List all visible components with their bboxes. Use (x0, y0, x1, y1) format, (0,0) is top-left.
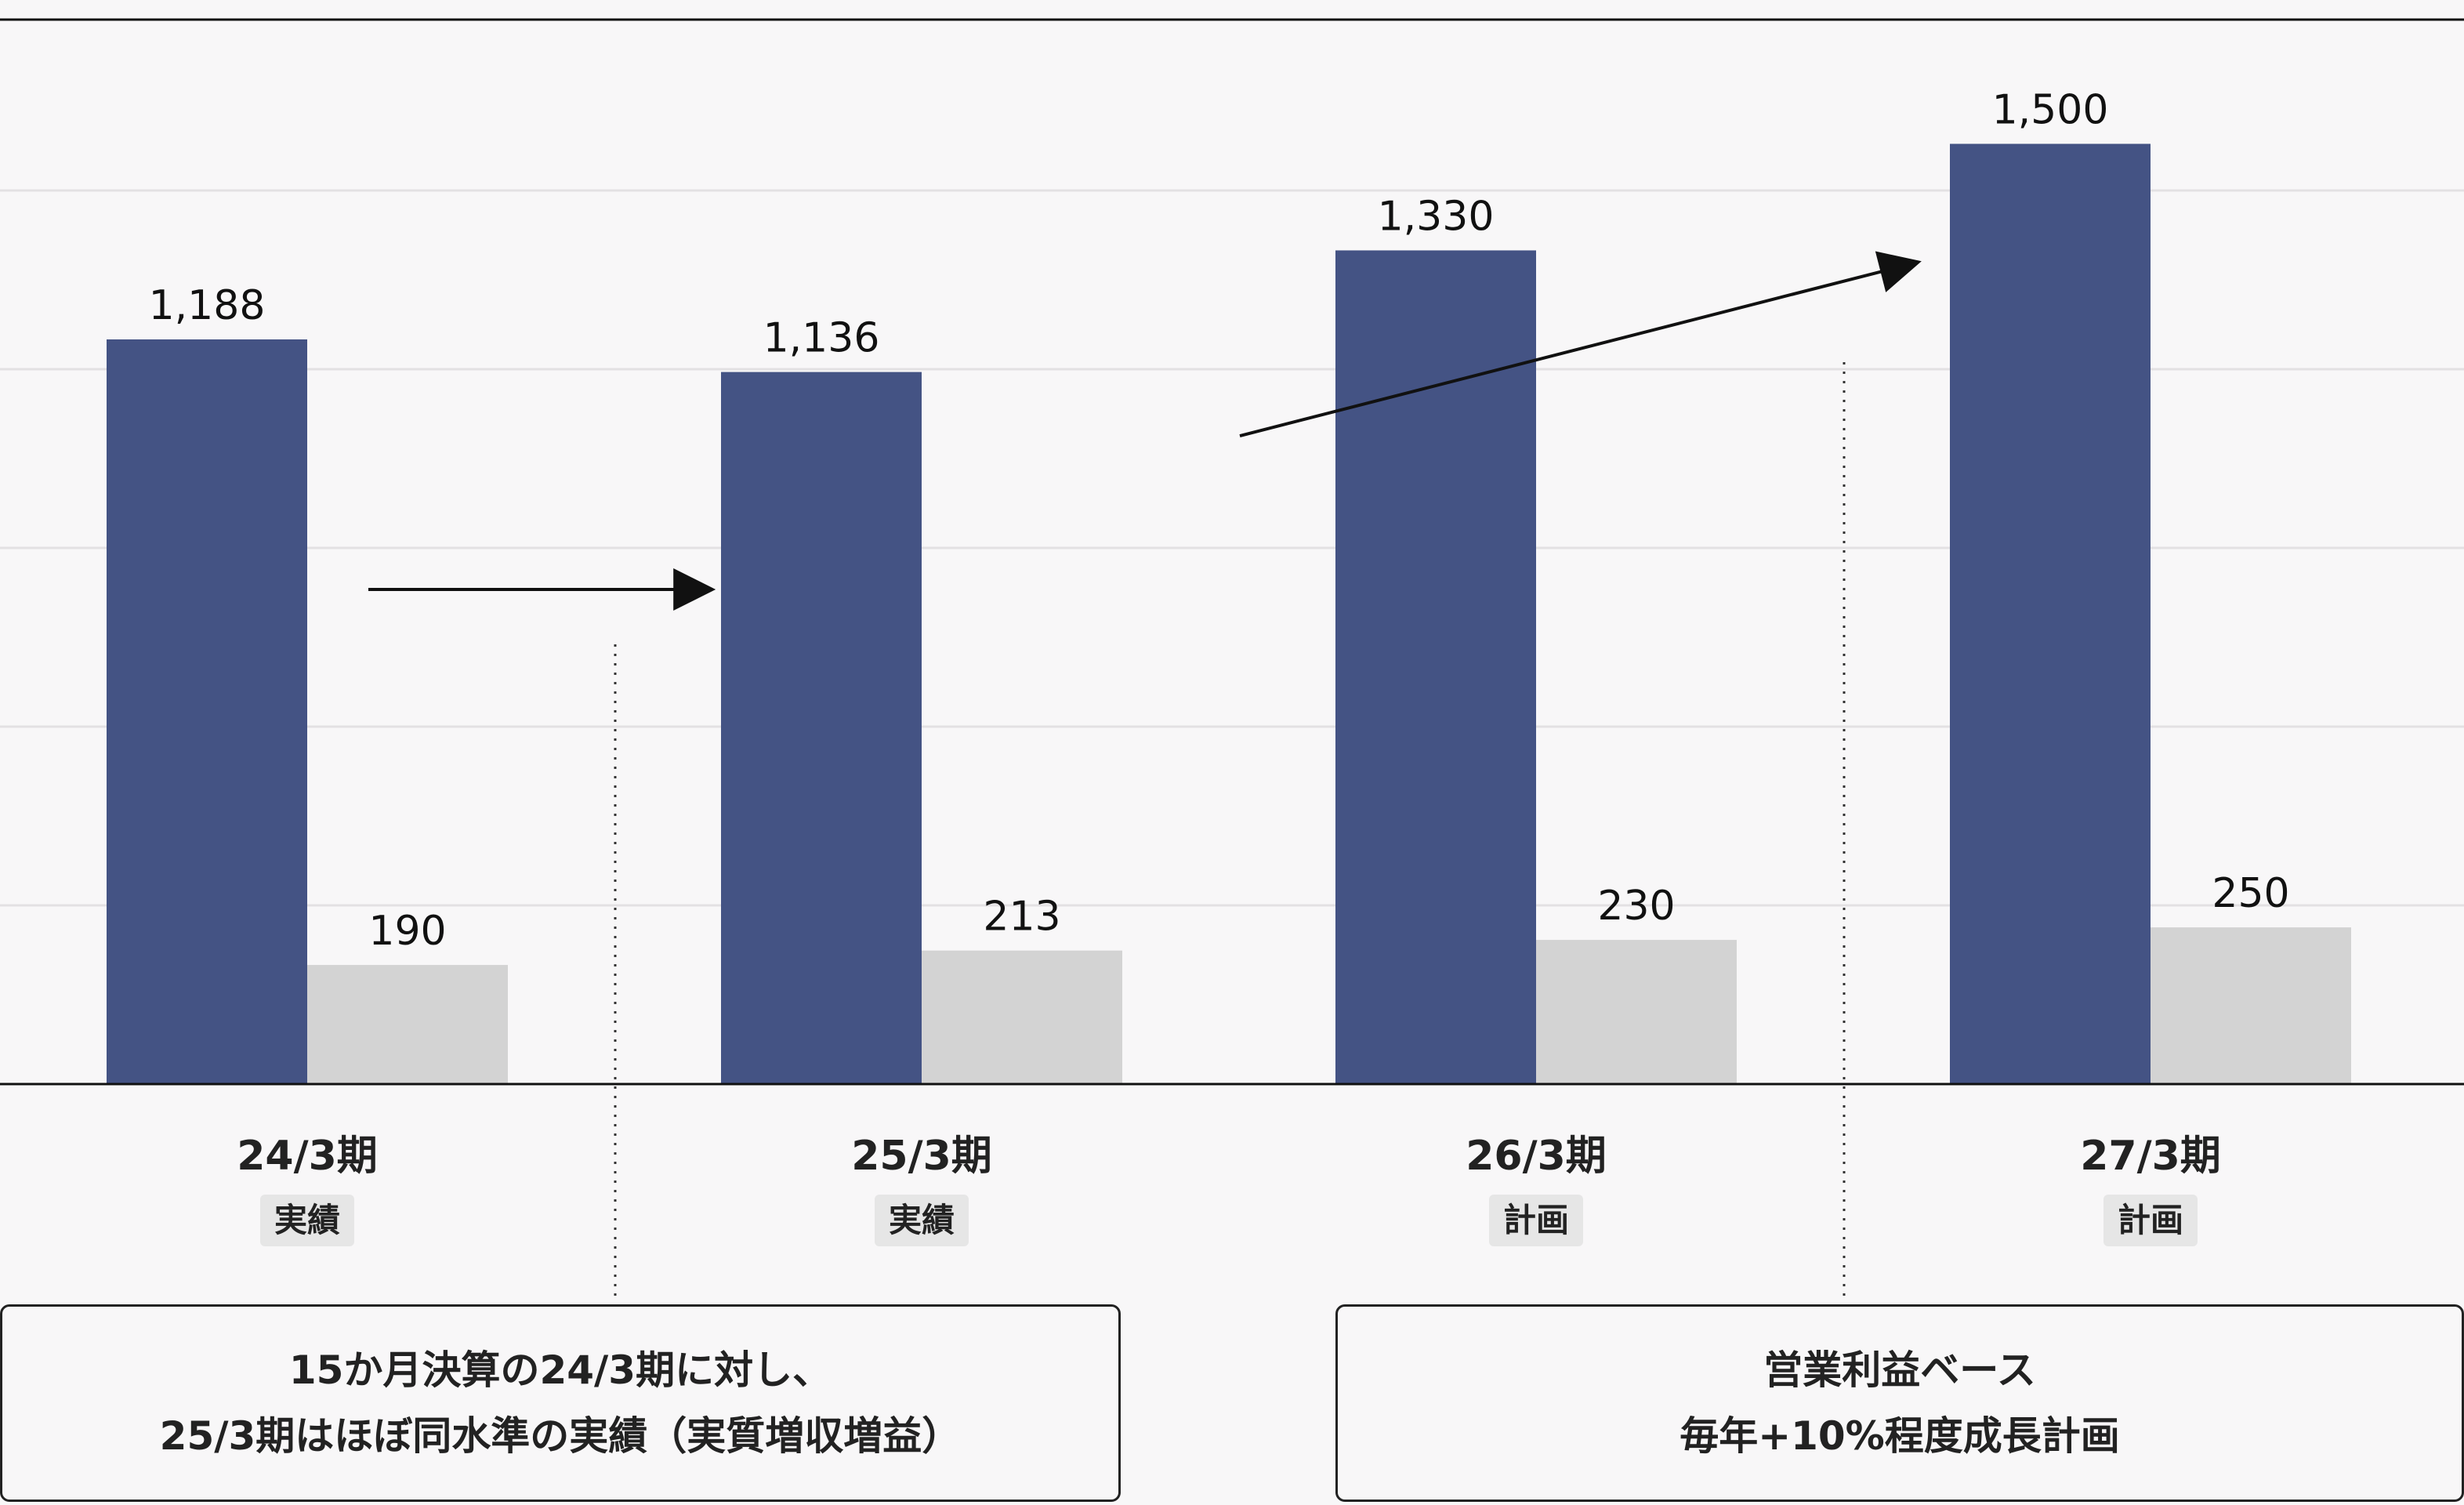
annotation-line: 毎年+10%程度成長計画 (1680, 1413, 2120, 1459)
x-tick-label-24-3: 24/3期 (237, 1133, 378, 1180)
data-label: 1,136 (763, 315, 880, 362)
result-badge: 実績 (874, 1195, 969, 1246)
bar-series-1-25-3 (721, 372, 922, 1084)
bar-series-1-24-3 (107, 339, 307, 1084)
x-tick-label-27-3: 27/3期 (2080, 1133, 2221, 1180)
x-tick-label-26-3: 26/3期 (1466, 1133, 1607, 1180)
plan-badge: 計画 (2103, 1195, 2198, 1246)
plan-badge: 計画 (1488, 1195, 1584, 1246)
bar-series-2-26-3 (1536, 940, 1737, 1084)
data-label: 1,330 (1378, 193, 1495, 240)
annotation-box-actual: 15か月決算の24/3期に対し、 25/3期はほぼ同水準の実績（実質増収増益） (0, 1304, 1121, 1502)
annotation-line: 15か月決算の24/3期に対し、 (288, 1347, 832, 1393)
data-label: 250 (2212, 870, 2289, 917)
bar-series-1-27-3 (1950, 143, 2151, 1085)
bar-series-1-26-3 (1335, 250, 1536, 1085)
bar-series-2-24-3 (307, 965, 508, 1084)
growth-trend-arrow (1239, 251, 1922, 437)
result-badge: 実績 (259, 1195, 355, 1246)
annotation-box-plan: 営業利益ベース 毎年+10%程度成長計画 (1335, 1304, 2464, 1502)
bar-series-2-25-3 (922, 950, 1122, 1084)
data-label: 213 (983, 894, 1060, 941)
bar-series-2-27-3 (2151, 927, 2351, 1084)
data-label: 190 (368, 908, 446, 955)
x-tick-label-25-3: 25/3期 (851, 1133, 992, 1180)
data-label: 230 (1597, 883, 1675, 930)
data-label: 1,500 (1992, 87, 2109, 134)
data-label: 1,188 (149, 282, 266, 329)
annotation-line: 25/3期はほぼ同水準の実績（実質増収増益） (159, 1413, 962, 1459)
annotation-line: 営業利益ベース (1763, 1347, 2036, 1393)
